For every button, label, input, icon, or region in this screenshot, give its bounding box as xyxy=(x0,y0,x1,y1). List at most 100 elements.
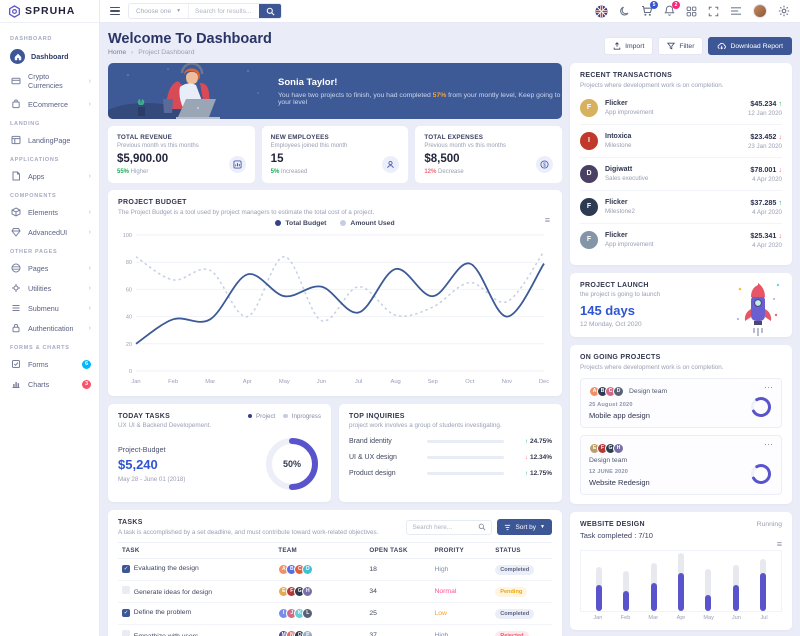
sort-by-button[interactable]: Sort by ▼ xyxy=(497,519,552,536)
topbar-search-input[interactable] xyxy=(189,4,260,18)
stat-label: TOTAL EXPENSES xyxy=(424,134,484,141)
chevron-right-icon: › xyxy=(88,172,91,180)
sidebar-item-forms[interactable]: Forms 6 xyxy=(0,354,99,374)
sidebar-item-label: Crypto Currencies xyxy=(28,72,63,90)
project-budget-subtitle: The Project Budget is a tool used by pro… xyxy=(118,208,375,216)
sidebar-item-charts[interactable]: Charts 3 xyxy=(0,374,99,394)
brand-logo[interactable]: SPRUHA xyxy=(0,0,99,23)
download-report-button[interactable]: Download Report xyxy=(708,37,792,55)
project-launch-title: PROJECT LAUNCH xyxy=(580,281,649,289)
task-checkbox[interactable] xyxy=(122,630,130,636)
budget-line-chart: 0 20 40 60 80 100 Jan Feb Mar Apr May Jun Jul Aug Sep O… xyxy=(123,233,549,385)
sidebar-collapse-icon[interactable] xyxy=(730,6,742,16)
import-button[interactable]: Import xyxy=(604,37,654,55)
top-inquiries-title: TOP INQUIRIES xyxy=(349,412,405,420)
project-progress-ring xyxy=(750,396,772,418)
task-checkbox[interactable]: ✓ xyxy=(122,565,130,573)
project-date: 12 JUNE 2020 xyxy=(589,468,629,475)
transaction-row[interactable]: D Digiwatt Sales executive $78.001 ↓ 4 Apr… xyxy=(580,158,782,191)
banner-title: Sonia Taylor! xyxy=(278,76,338,88)
chevron-down-icon: ▼ xyxy=(176,8,182,14)
inquiry-row: Product design ↑ 12.75% xyxy=(349,470,552,477)
user-avatar[interactable] xyxy=(753,4,767,18)
legend-dot-amount-used xyxy=(340,220,347,226)
project-date: 25 August 2020 xyxy=(589,401,633,408)
svg-text:May: May xyxy=(279,379,290,385)
svg-text:60: 60 xyxy=(126,287,132,293)
project-launch-card: PROJECT LAUNCH the project is going to l… xyxy=(570,272,792,338)
transaction-row[interactable]: F Flicker Milestone2 $37.285 ↑ 4 Apr 2020 xyxy=(580,191,782,224)
sidebar-item-pages[interactable]: Pages › xyxy=(0,258,99,278)
sidebar-item-label: Submenu xyxy=(28,303,59,313)
search-button[interactable] xyxy=(259,4,282,18)
inquiry-label: UI & UX design xyxy=(349,454,397,461)
task-checkbox[interactable] xyxy=(122,586,130,594)
sidebar-item-ecommerce[interactable]: ECommerce › xyxy=(0,94,99,114)
settings-gear-icon[interactable] xyxy=(778,5,790,17)
svg-text:Jul: Jul xyxy=(355,379,362,385)
more-options-icon[interactable]: ⋯ xyxy=(764,381,773,392)
ongoing-subtitle: Projects where development work is on co… xyxy=(580,363,724,371)
sort-icon xyxy=(504,524,511,531)
ongoing-title: ON GOING PROJECTS xyxy=(580,354,661,361)
search-icon xyxy=(266,7,275,16)
task-checkbox[interactable]: ✓ xyxy=(122,609,130,617)
th-priority[interactable]: PRORITY xyxy=(430,541,492,559)
svg-text:40: 40 xyxy=(126,314,132,320)
forms-badge: 6 xyxy=(82,359,91,369)
sidebar-item-elements[interactable]: Elements › xyxy=(0,202,99,222)
bar-group xyxy=(701,557,715,611)
th-status[interactable]: STATUS xyxy=(491,541,552,559)
dark-mode-icon[interactable] xyxy=(619,6,630,17)
trend-up-icon: ↑ xyxy=(778,98,782,108)
project-budget-title: PROJECT BUDGET xyxy=(118,199,187,206)
sidebar-item-landingpage[interactable]: LandingPage xyxy=(0,130,99,150)
banner-message: You have two projects to finish, you had… xyxy=(278,91,561,106)
more-options-icon[interactable]: ⋯ xyxy=(764,438,773,449)
sidebar-item-authentication[interactable]: Authentication › xyxy=(0,318,99,338)
language-flag-icon[interactable] xyxy=(595,4,608,18)
th-team[interactable]: TEAM xyxy=(274,541,366,559)
sidebar-item-dashboard[interactable]: Dashboard xyxy=(0,45,99,68)
th-open-task[interactable]: OPEN TASK xyxy=(365,541,431,559)
sidebar-item-crypto-currencies[interactable]: Crypto Currencies › xyxy=(0,68,99,94)
menu-toggle-icon[interactable] xyxy=(110,6,120,16)
launch-days: 145 days xyxy=(580,303,635,318)
fullscreen-icon[interactable] xyxy=(708,6,719,17)
sidebar-item-advancedui[interactable]: AdvancedUI › xyxy=(0,222,99,242)
apps-grid-icon[interactable] xyxy=(686,6,697,17)
avatar: F xyxy=(580,230,598,249)
stat-new-employees: NEW EMPLOYEES Employees joined this mont… xyxy=(261,126,409,183)
cart-icon[interactable]: 5 xyxy=(641,1,658,17)
open-task-count: 37 xyxy=(365,624,431,636)
breadcrumb-home[interactable]: Home xyxy=(108,49,127,56)
sidebar-item-apps[interactable]: Apps › xyxy=(0,166,99,186)
th-task[interactable]: TASK xyxy=(118,541,275,559)
avatar: F xyxy=(580,197,598,216)
tasks-search-input[interactable] xyxy=(412,523,475,531)
inquiry-progress-track xyxy=(427,440,504,443)
filter-button[interactable]: Filter xyxy=(658,37,704,55)
sidebar-item-utilities[interactable]: Utilities › xyxy=(0,278,99,298)
svg-text:0: 0 xyxy=(129,369,132,375)
bar-group xyxy=(592,557,606,611)
notifications-bell-icon[interactable]: 2 xyxy=(664,1,680,17)
chevron-right-icon: › xyxy=(88,208,91,216)
sidebar-item-submenu[interactable]: Submenu › xyxy=(0,298,99,318)
stat-total-expenses: TOTAL EXPENSES Previous month vs this mo… xyxy=(415,126,563,183)
category-select[interactable]: Choose one ▼ xyxy=(129,4,190,18)
chart-menu-icon[interactable]: ≡ xyxy=(544,214,550,225)
today-tasks-card: TODAY TASKS Project Inprogress UX UI & B… xyxy=(108,403,331,502)
welcome-banner: Sonia Taylor! You have two projects to f… xyxy=(108,63,562,119)
cube-icon xyxy=(10,206,22,218)
rocket-illustration xyxy=(734,281,782,338)
chart-menu-icon[interactable]: ≡ xyxy=(776,538,782,549)
transaction-row[interactable]: F Flicker App improvement $45.234 ↑ 12 Jan… xyxy=(580,92,782,125)
transaction-row[interactable]: F Flicker App improvement $25.341 ↓ 4 Apr … xyxy=(580,224,782,256)
team-name: Design team xyxy=(589,456,628,464)
transaction-row[interactable]: I Intoxica Milestone $23.452 ↓ 23 Jan 2020 xyxy=(580,125,782,158)
breadcrumb-current: Project Dashboard xyxy=(138,49,195,56)
